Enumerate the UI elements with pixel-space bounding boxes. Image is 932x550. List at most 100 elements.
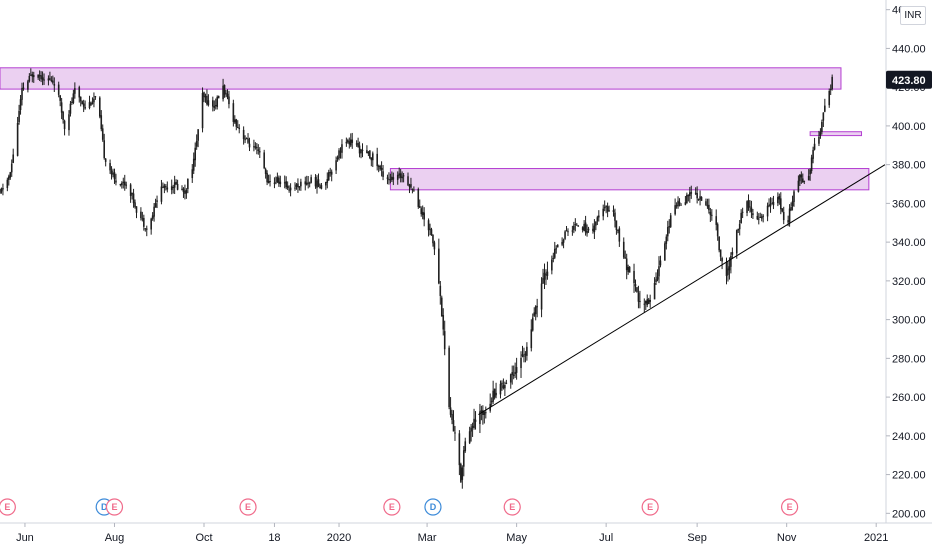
candle-body xyxy=(674,205,676,215)
candle-body xyxy=(530,329,533,349)
candle-body xyxy=(310,177,312,183)
candle-body xyxy=(347,140,349,143)
candle-body xyxy=(772,202,775,206)
candle-body xyxy=(371,153,374,161)
candle-body xyxy=(439,285,442,296)
candle-body xyxy=(788,208,791,223)
candle-body xyxy=(41,77,44,80)
candle-body xyxy=(38,75,41,77)
currency-label[interactable]: INR xyxy=(900,6,926,25)
candle-body xyxy=(813,143,816,150)
candle-body xyxy=(587,228,590,231)
candle-body xyxy=(781,208,784,212)
candle-body xyxy=(382,171,384,177)
candle-body xyxy=(656,276,659,280)
candle-body xyxy=(564,231,566,239)
trendline xyxy=(478,164,886,415)
earnings-marker xyxy=(781,498,799,516)
candle-body xyxy=(689,192,691,196)
candle-body xyxy=(438,248,440,284)
candle-body xyxy=(699,196,701,200)
candle-body xyxy=(675,205,678,207)
candle-body xyxy=(43,79,45,81)
candle-body xyxy=(647,299,650,304)
candle-body xyxy=(449,407,452,415)
candle-body xyxy=(562,239,565,243)
candle-body xyxy=(625,258,628,271)
candle-body xyxy=(473,418,475,428)
candle-body xyxy=(719,249,722,257)
candle-body xyxy=(628,266,631,273)
candle-body xyxy=(298,186,301,188)
candle-body xyxy=(807,175,810,181)
candle-body xyxy=(809,169,811,175)
candle-body xyxy=(213,105,216,108)
candle-body xyxy=(257,149,260,151)
candle-body xyxy=(49,78,51,80)
candle-body xyxy=(721,258,723,262)
candle-body xyxy=(84,106,86,109)
candle-body xyxy=(741,211,744,213)
candle-body xyxy=(581,227,584,231)
candle-body xyxy=(778,196,781,200)
y-tick-label: 400.00 xyxy=(892,121,926,133)
candle-body xyxy=(62,111,64,121)
candle-body xyxy=(63,120,66,130)
candle-body xyxy=(659,260,662,266)
candle-body xyxy=(653,282,656,300)
candle-body xyxy=(750,207,753,212)
candle-body xyxy=(338,150,340,159)
candle-body xyxy=(546,271,549,276)
candle-body xyxy=(735,230,738,254)
candle-body xyxy=(520,357,522,369)
candle-body xyxy=(771,203,773,205)
candle-body xyxy=(166,187,169,190)
candle-body xyxy=(401,176,403,179)
candle-body xyxy=(103,140,106,159)
candle-body xyxy=(759,216,762,218)
candle-body xyxy=(524,353,527,356)
candle-body xyxy=(480,410,483,413)
candle-body xyxy=(122,181,125,183)
candle-body xyxy=(110,170,113,175)
candle-body xyxy=(341,144,343,153)
candle-body xyxy=(490,401,493,403)
candle-body xyxy=(697,198,700,200)
candle-body xyxy=(100,115,103,130)
candle-body xyxy=(782,211,785,221)
candle-body xyxy=(523,355,525,357)
candle-body xyxy=(206,95,208,105)
candle-body xyxy=(413,189,415,191)
candle-body xyxy=(253,146,255,148)
candle-body xyxy=(737,228,740,231)
candle-body xyxy=(612,210,615,212)
candle-body xyxy=(680,204,682,206)
candle-body xyxy=(376,153,378,167)
candle-body xyxy=(112,173,114,175)
x-tick-label: Oct xyxy=(195,532,212,544)
candle-body xyxy=(60,102,63,113)
resistance-zone xyxy=(0,67,842,90)
candle-body xyxy=(777,197,779,204)
candle-body xyxy=(18,110,20,123)
candle-body xyxy=(791,201,794,207)
candle-body xyxy=(627,267,629,273)
candle-body xyxy=(577,225,580,227)
candle-body xyxy=(474,419,477,422)
candle-body xyxy=(238,127,241,130)
candle-body xyxy=(232,103,235,122)
candle-body xyxy=(711,214,713,216)
candle-body xyxy=(154,203,157,208)
candle-body xyxy=(9,172,12,178)
candle-body xyxy=(684,202,687,205)
candle-body xyxy=(757,218,760,220)
event-marker-label: E xyxy=(4,502,10,512)
candle-body xyxy=(603,207,606,209)
last-price-label: 423.80 xyxy=(892,75,926,87)
candle-body xyxy=(511,372,514,375)
candle-body xyxy=(0,188,3,192)
earnings-marker xyxy=(503,498,521,516)
event-marker-label: E xyxy=(787,502,793,512)
candle-body xyxy=(339,151,342,153)
candle-body xyxy=(553,248,556,258)
